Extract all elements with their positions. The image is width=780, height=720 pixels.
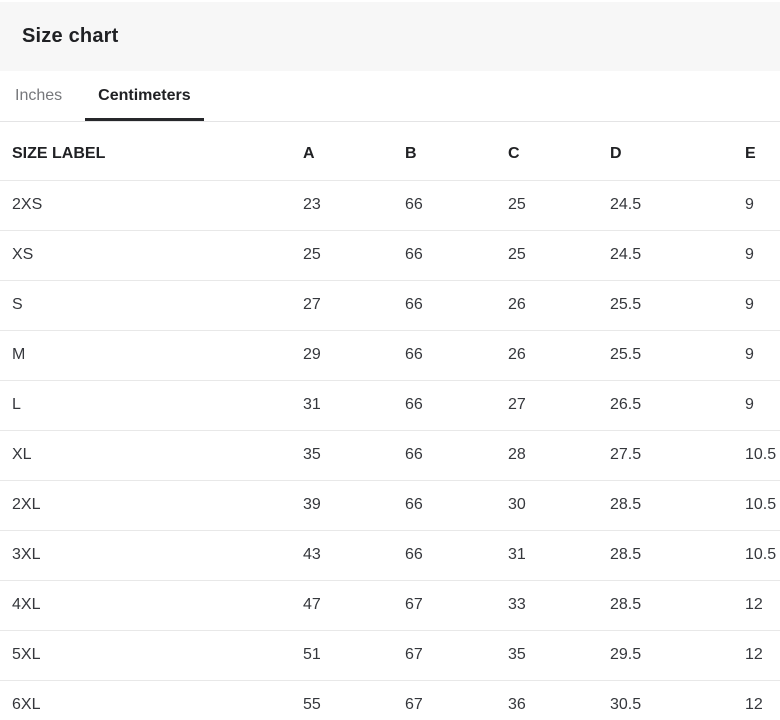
measurement-cell: 66 bbox=[405, 280, 508, 331]
column-header-e: E bbox=[745, 122, 780, 181]
measurement-cell: 23 bbox=[303, 180, 405, 231]
measurement-cell: 25 bbox=[303, 230, 405, 281]
size-label-cell: XS bbox=[0, 230, 303, 281]
table-row: 2XS 23 66 25 24.5 9 bbox=[0, 180, 780, 231]
measurement-cell: 29.5 bbox=[610, 630, 745, 681]
column-header-a: A bbox=[303, 122, 405, 181]
size-label-cell: L bbox=[0, 380, 303, 431]
measurement-cell: 25 bbox=[508, 230, 610, 281]
measurement-cell: 66 bbox=[405, 180, 508, 231]
size-label-cell: S bbox=[0, 280, 303, 331]
measurement-cell: 66 bbox=[405, 430, 508, 481]
measurement-cell: 24.5 bbox=[610, 180, 745, 231]
table-row: L 31 66 27 26.5 9 bbox=[0, 380, 780, 431]
measurement-cell: 30.5 bbox=[610, 680, 745, 720]
table-row: M 29 66 26 25.5 9 bbox=[0, 330, 780, 381]
measurement-cell: 33 bbox=[508, 580, 610, 631]
size-chart-table: SIZE LABEL A B C D E 2XS 23 66 25 24.5 9 XS 25 6… bbox=[0, 122, 780, 720]
size-table-body: 2XS 23 66 25 24.5 9 XS 25 66 25 24.5 9 S 27 66 26 25.5 9 M… bbox=[0, 180, 780, 720]
measurement-cell: 66 bbox=[405, 480, 508, 531]
measurement-cell: 9 bbox=[745, 280, 780, 331]
table-row: 4XL 47 67 33 28.5 12 bbox=[0, 580, 780, 631]
measurement-cell: 26 bbox=[508, 330, 610, 381]
tab-centimeters[interactable]: Centimeters bbox=[85, 71, 204, 121]
size-label-cell: 6XL bbox=[0, 680, 303, 720]
table-row: S 27 66 26 25.5 9 bbox=[0, 280, 780, 331]
measurement-cell: 47 bbox=[303, 580, 405, 631]
measurement-cell: 10.5 bbox=[745, 530, 780, 581]
measurement-cell: 51 bbox=[303, 630, 405, 681]
measurement-cell: 66 bbox=[405, 230, 508, 281]
table-row: 2XL 39 66 30 28.5 10.5 bbox=[0, 480, 780, 531]
measurement-cell: 26.5 bbox=[610, 380, 745, 431]
measurement-cell: 39 bbox=[303, 480, 405, 531]
measurement-cell: 31 bbox=[303, 380, 405, 431]
table-row: 6XL 55 67 36 30.5 12 bbox=[0, 680, 780, 720]
measurement-cell: 67 bbox=[405, 580, 508, 631]
column-header-c: C bbox=[508, 122, 610, 181]
measurement-cell: 27 bbox=[508, 380, 610, 431]
measurement-cell: 9 bbox=[745, 180, 780, 231]
tab-inches[interactable]: Inches bbox=[15, 87, 63, 104]
unit-tab-bar: Inches Centimeters bbox=[0, 71, 780, 122]
measurement-cell: 30 bbox=[508, 480, 610, 531]
size-label-cell: M bbox=[0, 330, 303, 381]
measurement-cell: 66 bbox=[405, 380, 508, 431]
measurement-cell: 12 bbox=[745, 630, 780, 681]
column-header-d: D bbox=[610, 122, 745, 181]
measurement-cell: 28 bbox=[508, 430, 610, 481]
measurement-cell: 29 bbox=[303, 330, 405, 381]
measurement-cell: 35 bbox=[508, 630, 610, 681]
measurement-cell: 26 bbox=[508, 280, 610, 331]
measurement-cell: 25.5 bbox=[610, 330, 745, 381]
measurement-cell: 66 bbox=[405, 530, 508, 581]
measurement-cell: 24.5 bbox=[610, 230, 745, 281]
size-label-cell: 2XL bbox=[0, 480, 303, 531]
table-row: XS 25 66 25 24.5 9 bbox=[0, 230, 780, 281]
size-label-cell: 2XS bbox=[0, 180, 303, 231]
measurement-cell: 25.5 bbox=[610, 280, 745, 331]
measurement-cell: 27 bbox=[303, 280, 405, 331]
modal-header: Size chart bbox=[0, 2, 780, 71]
measurement-cell: 43 bbox=[303, 530, 405, 581]
table-row: XL 35 66 28 27.5 10.5 bbox=[0, 430, 780, 481]
table-row: 3XL 43 66 31 28.5 10.5 bbox=[0, 530, 780, 581]
measurement-cell: 27.5 bbox=[610, 430, 745, 481]
measurement-cell: 67 bbox=[405, 630, 508, 681]
measurement-cell: 10.5 bbox=[745, 480, 780, 531]
measurement-cell: 35 bbox=[303, 430, 405, 481]
size-label-cell: XL bbox=[0, 430, 303, 481]
table-header-row: SIZE LABEL A B C D E bbox=[0, 122, 780, 181]
measurement-cell: 9 bbox=[745, 330, 780, 381]
size-label-cell: 3XL bbox=[0, 530, 303, 581]
measurement-cell: 25 bbox=[508, 180, 610, 231]
table-row: 5XL 51 67 35 29.5 12 bbox=[0, 630, 780, 681]
column-header-size-label: SIZE LABEL bbox=[0, 122, 303, 181]
measurement-cell: 66 bbox=[405, 330, 508, 381]
measurement-cell: 55 bbox=[303, 680, 405, 720]
size-label-cell: 4XL bbox=[0, 580, 303, 631]
measurement-cell: 31 bbox=[508, 530, 610, 581]
measurement-cell: 28.5 bbox=[610, 530, 745, 581]
measurement-cell: 12 bbox=[745, 680, 780, 720]
page-title: Size chart bbox=[22, 25, 119, 47]
measurement-cell: 9 bbox=[745, 230, 780, 281]
measurement-cell: 10.5 bbox=[745, 430, 780, 481]
measurement-cell: 67 bbox=[405, 680, 508, 720]
measurement-cell: 28.5 bbox=[610, 480, 745, 531]
measurement-cell: 9 bbox=[745, 380, 780, 431]
size-label-cell: 5XL bbox=[0, 630, 303, 681]
measurement-cell: 12 bbox=[745, 580, 780, 631]
column-header-b: B bbox=[405, 122, 508, 181]
measurement-cell: 36 bbox=[508, 680, 610, 720]
measurement-cell: 28.5 bbox=[610, 580, 745, 631]
